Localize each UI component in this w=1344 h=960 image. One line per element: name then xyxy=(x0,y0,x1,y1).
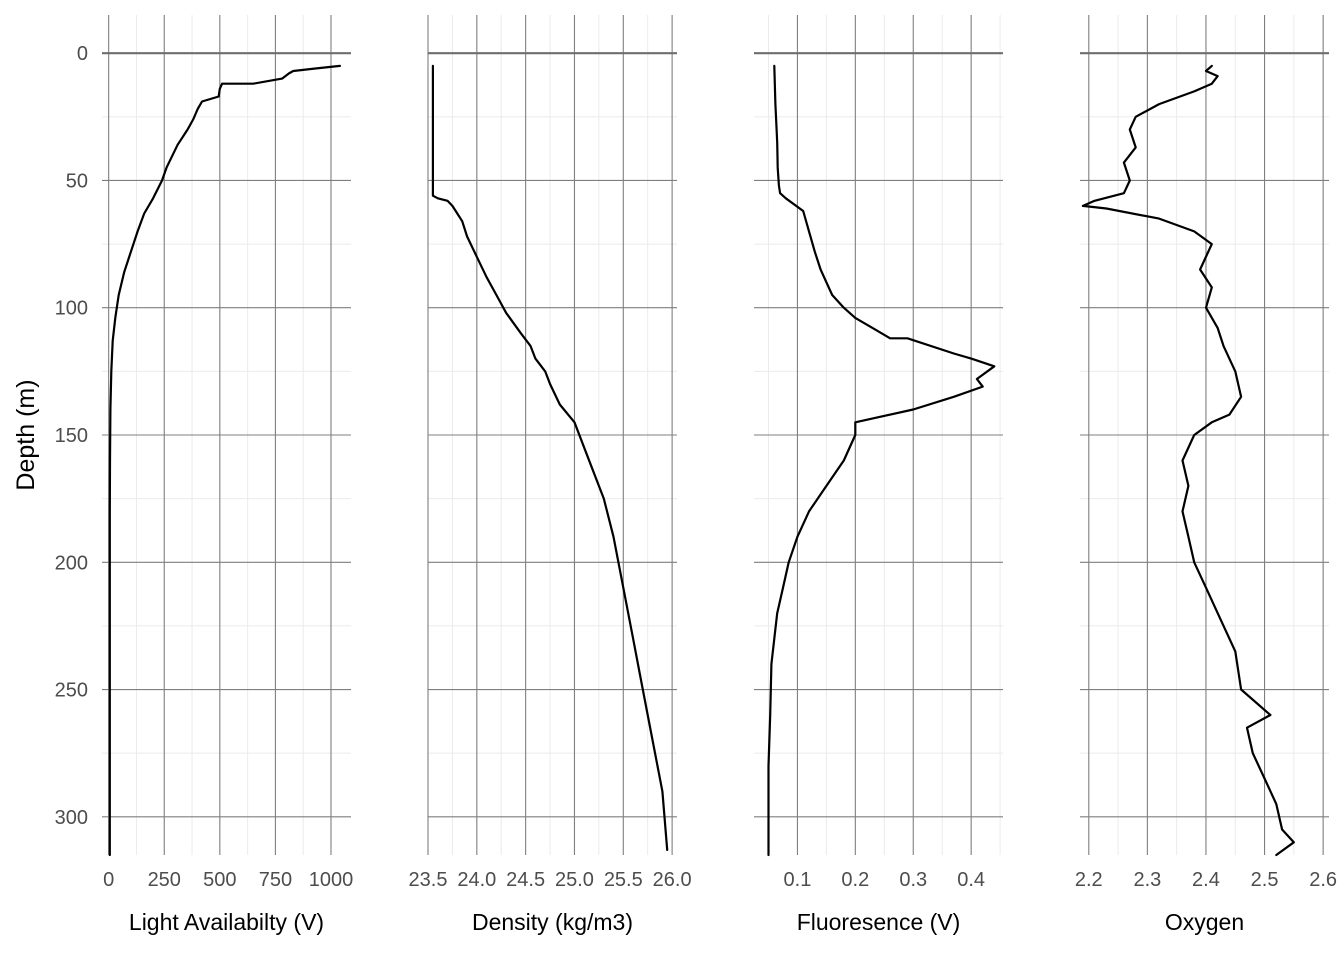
profile-line xyxy=(1081,64,1295,857)
x-tick-label: 500 xyxy=(203,869,236,891)
panel-2: 23.5 24.0 24.5 25.0 25.5 26.0 Density (kg/m3) xyxy=(409,15,692,935)
y-tick-label: 50 xyxy=(66,170,88,192)
x-tick-label: 2.3 xyxy=(1133,869,1161,891)
x-axis-title: Fluoresence (V) xyxy=(797,909,961,935)
x-axis-title: Oxygen xyxy=(1165,909,1244,935)
y-tick-label: 250 xyxy=(55,680,88,702)
y-axis-title: Depth (m) xyxy=(12,379,40,490)
x-axis-title: Light Availabilty (V) xyxy=(129,909,324,935)
profile-line xyxy=(431,64,669,851)
x-tick-label: 750 xyxy=(259,869,292,891)
x-tick-label: 24.0 xyxy=(457,869,496,891)
y-tick-label: 300 xyxy=(55,807,88,829)
panel-3: 0.1 0.2 0.3 0.4 Fluoresence (V) xyxy=(754,15,1003,935)
x-tick-label: 2.6 xyxy=(1309,869,1337,891)
x-tick-label: 2.2 xyxy=(1075,869,1103,891)
x-tick-label: 23.5 xyxy=(409,869,448,891)
x-tick-label: 26.0 xyxy=(653,869,692,891)
x-tick-label: 0 xyxy=(103,869,114,891)
x-tick-label: 0.1 xyxy=(784,869,812,891)
x-tick-label: 25.5 xyxy=(604,869,643,891)
profile-line xyxy=(108,64,341,857)
x-tick-label: 1000 xyxy=(309,869,354,891)
y-tick-label: 100 xyxy=(55,298,88,320)
x-tick-label: 25.0 xyxy=(555,869,594,891)
y-tick-label: 200 xyxy=(55,552,88,574)
panel-4: 2.2 2.3 2.4 2.5 2.6 Oxygen xyxy=(1075,15,1337,935)
panel-1: 0 250 500 750 1000 Light Availabilty (V) xyxy=(102,15,353,935)
x-tick-label: 0.3 xyxy=(899,869,927,891)
y-tick-label: 150 xyxy=(55,425,88,447)
profile-line xyxy=(767,64,996,857)
x-tick-label: 24.5 xyxy=(506,869,545,891)
x-axis-title: Density (kg/m3) xyxy=(472,909,633,935)
x-tick-label: 2.5 xyxy=(1251,869,1279,891)
x-tick-label: 0.4 xyxy=(957,869,985,891)
x-tick-label: 0.2 xyxy=(841,869,869,891)
x-tick-label: 250 xyxy=(148,869,181,891)
y-tick-label: 0 xyxy=(77,43,88,65)
x-tick-label: 2.4 xyxy=(1192,869,1220,891)
